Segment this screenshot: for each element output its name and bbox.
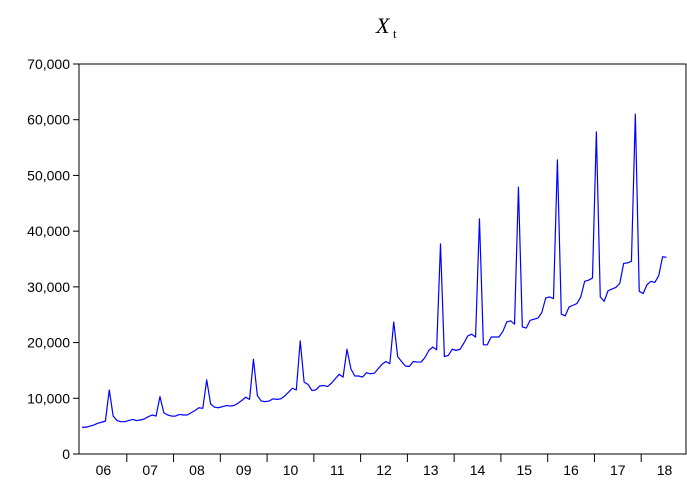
- x-tick-label: 15: [516, 462, 532, 478]
- x-axis: 06 07 08 09 10 11 12 13 14 15 16 17 18: [96, 454, 673, 478]
- x-tick-label: 16: [563, 462, 579, 478]
- x-tick-label: 13: [423, 462, 439, 478]
- x-tick-label: 10: [283, 462, 299, 478]
- x-tick-label: 17: [610, 462, 626, 478]
- x-tick-label: 06: [96, 462, 112, 478]
- x-tick-label: 12: [376, 462, 392, 478]
- x-tick-label: 07: [142, 462, 158, 478]
- x-tick-label: 11: [330, 462, 345, 478]
- y-axis: 0 10,000 20,000 30,000 40,000 50,000 60,000 70,…: [27, 56, 79, 462]
- x-tick-label: 08: [189, 462, 205, 478]
- x-tick-label: 14: [470, 462, 486, 478]
- x-tick-label: 18: [657, 462, 673, 478]
- y-tick-label: 40,000: [27, 223, 70, 239]
- chart-title-subscript: t: [393, 26, 397, 41]
- series-layer: [82, 113, 667, 428]
- series-line: [82, 113, 667, 428]
- plot-frame: [78, 63, 687, 455]
- y-tick-label: 30,000: [27, 279, 70, 295]
- y-tick-label: 50,000: [27, 167, 70, 183]
- x-tick-label: 09: [236, 462, 252, 478]
- chart-title: X: [375, 13, 391, 38]
- y-tick-label: 10,000: [27, 390, 70, 406]
- y-tick-label: 20,000: [27, 335, 70, 351]
- y-tick-label: 0: [62, 446, 70, 462]
- y-tick-label: 70,000: [27, 56, 70, 72]
- y-tick-label: 60,000: [27, 112, 70, 128]
